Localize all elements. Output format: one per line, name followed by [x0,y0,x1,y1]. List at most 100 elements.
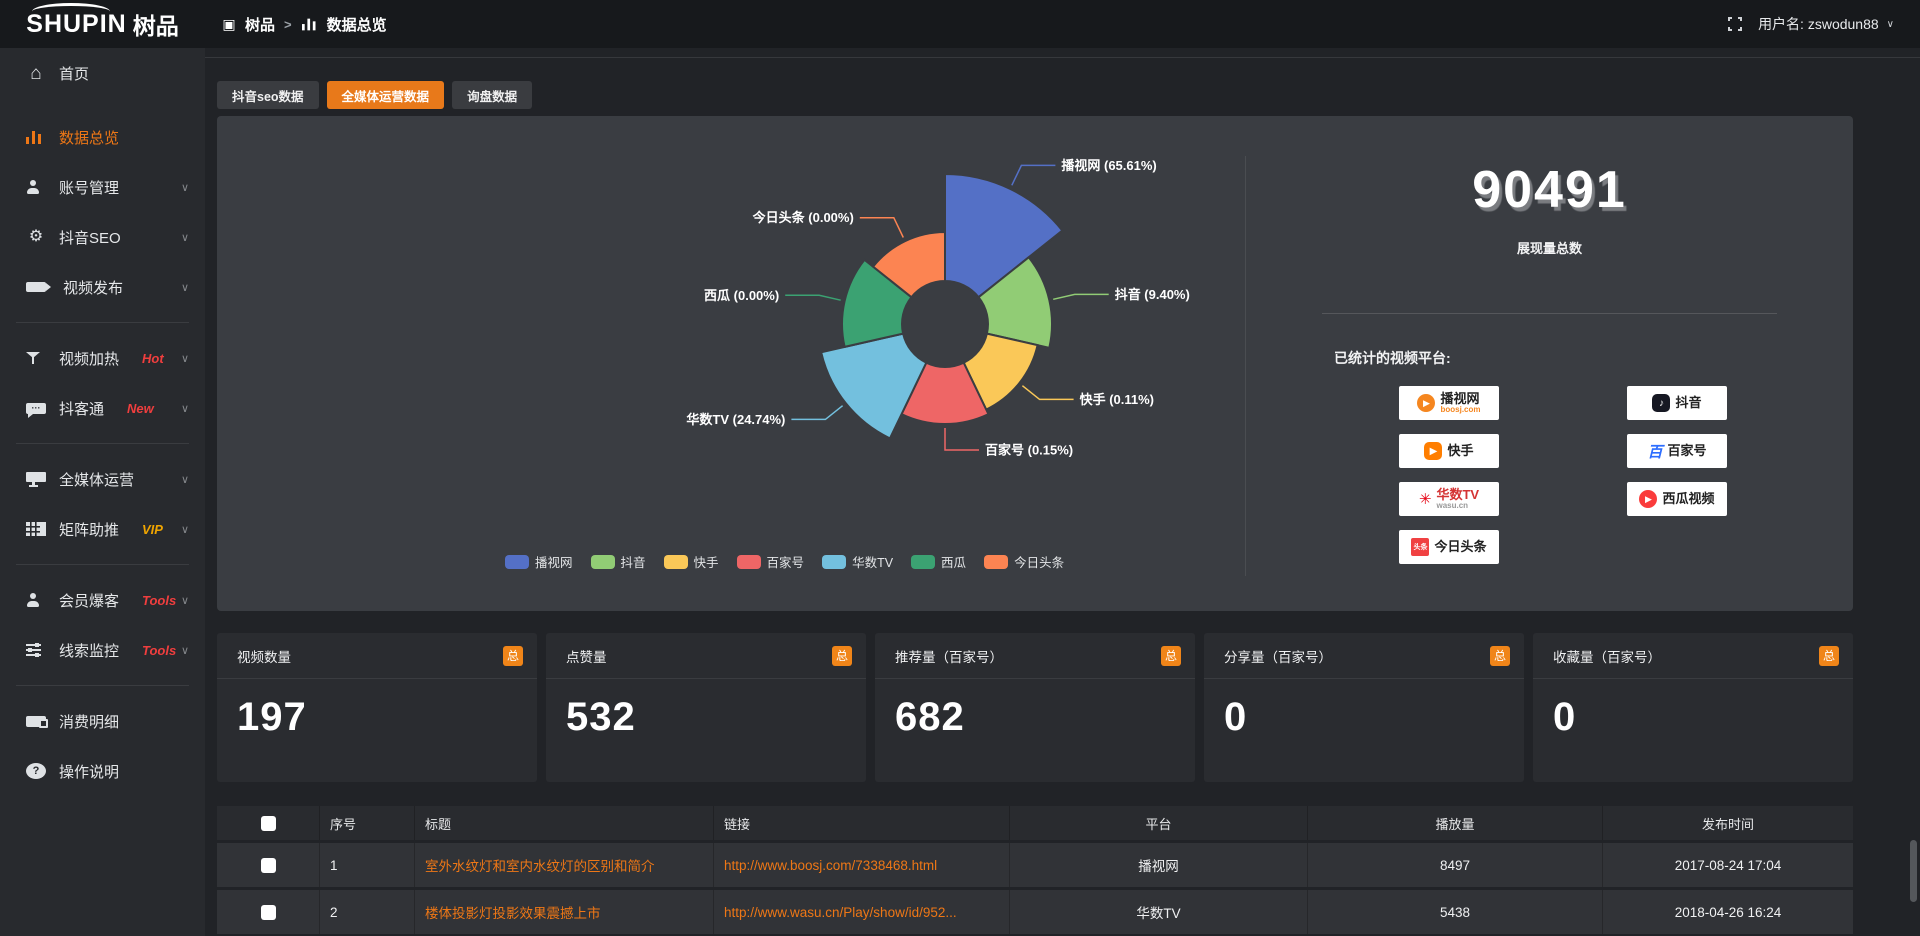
chevron-down-icon[interactable]: ∨ [180,181,189,194]
platform-badge-西瓜视频: ▶ 西瓜视频 [1627,482,1727,516]
chevron-down-icon[interactable]: ∨ [180,594,189,607]
sidebar-item-label: 线索监控 [59,642,120,660]
legend-item[interactable]: 今日头条 [984,552,1064,571]
sidebar-item-douyin-seo[interactable]: 抖音SEO ∨ [0,212,205,262]
breadcrumb-item-2[interactable]: 数据总览 [301,14,387,35]
header-cell-time: 发布时间 [1701,816,1754,832]
legend-chip [590,554,615,569]
total-badge: 总 [1161,645,1181,666]
legend-item[interactable]: 抖音 [590,552,646,571]
cell-platform: 华数TV [1010,890,1308,934]
legend-item[interactable]: 百家号 [736,552,804,571]
row-checkbox[interactable] [260,904,276,920]
person-icon [26,180,46,194]
sidebar-item-instructions[interactable]: 操作说明 [0,746,205,796]
stat-card-header: 推荐量（百家号） 总 [875,633,1195,679]
breadcrumb-item-1[interactable]: 树品 [219,14,275,35]
boosj-logo: ▶ [1417,394,1436,412]
legend-item[interactable]: 播视网 [505,552,573,571]
sidebar-item-tag: New [127,400,154,416]
chevron-down-icon[interactable]: ∨ [180,402,189,415]
tab-1[interactable]: 抖音seo数据 [217,81,319,109]
stat-card-title: 收藏量（百家号） [1553,649,1661,665]
header-cell-index: 序号 [320,806,415,840]
pie-slice[interactable] [841,258,913,349]
url-link[interactable]: http://www.boosj.com/7338468.html [724,857,938,873]
sidebar-item-data-overview[interactable]: 数据总览 [0,112,205,162]
sidebar-item-clue-monitor[interactable]: 线索监控 Tools ∨ [0,625,205,675]
stat-card: 分享量（百家号） 总 0 [1204,633,1524,782]
sidebar-item-label: 视频发布 [63,279,124,297]
label-leader-line [785,294,841,301]
chevron-down-icon[interactable]: ∨ [180,352,189,365]
xigua-logo: ▶ [1639,490,1658,508]
legend-label: 西瓜 [941,556,967,570]
data-table: 序号 标题 链接 平台 播放量 发布时间 1 室外水纹灯和室内水纹灯的区别和简介 http://… [217,806,1853,936]
label-leader-line [1021,385,1074,401]
cell-plays: 8497 [1308,843,1603,887]
sidebar-item-member-burst[interactable]: 会员爆客 Tools ∨ [0,575,205,625]
tab-2[interactable]: 全媒体运营数据 [326,81,445,109]
sidebar-divider [16,322,189,323]
sidebar-item-douketong[interactable]: 抖客通 New ∨ [0,383,205,433]
username-label[interactable]: 用户名: zswodun88 [1758,16,1879,32]
pie-slice[interactable] [820,332,928,440]
chevron-down-icon[interactable]: ∨ [180,644,189,657]
pie-slice[interactable] [977,255,1053,349]
pie-slice[interactable] [871,230,946,299]
label-leader-line [1011,164,1056,186]
cell-plays: 5438 [1308,890,1603,934]
chevron-down-icon[interactable]: ∨ [180,231,189,244]
pie-slice[interactable] [900,361,990,425]
total-badge: 总 [832,645,852,666]
sidebar-item-account-manage[interactable]: 账号管理 ∨ [0,162,205,212]
sidebar-item-home[interactable]: 首页 [0,48,205,98]
sliders-icon [26,643,46,657]
url-link[interactable]: http://www.wasu.cn/Play/show/id/952... [724,904,957,920]
header-divider [205,57,1920,58]
legend-item[interactable]: 西瓜 [911,552,966,571]
sidebar-item-video-publish[interactable]: 视频发布 ∨ [0,262,205,312]
fullscreen-icon[interactable] [1728,17,1743,31]
chevron-down-icon[interactable]: ∨ [1886,18,1894,30]
tab-3[interactable]: 询盘数据 [452,81,533,109]
label-leader-line [1053,293,1109,301]
breadcrumb-label: 数据总览 [326,16,387,34]
sidebar-item-consume-detail[interactable]: 消费明细 [0,696,205,746]
pie-label: 播视网 (65.61%) [1061,158,1156,173]
sidebar-divider [16,443,189,444]
header-cell-checkbox [217,806,320,840]
pie-slice[interactable] [944,172,1064,299]
sidebar-item-video-heat[interactable]: 视频加热 Hot ∨ [0,333,205,383]
impressions-total-label: 展现量总数 [1516,241,1582,256]
cell-link: http://www.wasu.cn/Play/show/id/952... [714,890,1010,934]
title-link[interactable]: 室外水纹灯和室内水纹灯的区别和简介 [425,859,655,874]
breadcrumb-separator: > [284,16,292,32]
header-cell-title: 标题 [415,806,714,840]
select-all-checkbox[interactable] [260,815,276,831]
stat-card: 视频数量 总 197 [217,633,537,782]
chevron-down-icon[interactable]: ∨ [180,281,189,294]
chevron-down-icon[interactable]: ∨ [180,473,189,486]
chevron-down-icon[interactable]: ∨ [180,523,189,536]
title-link[interactable]: 楼体投影灯投影效果震撼上市 [425,906,601,921]
row-checkbox[interactable] [260,857,276,873]
platform-name-wrap: 华数TV wasu.cn [1436,488,1479,511]
app-logo: SHUPIN 树品 [0,2,205,41]
platform-name: 西瓜视频 [1662,491,1715,507]
sidebar-item-media-operation[interactable]: 全媒体运营 ∨ [0,454,205,504]
platform-name: 百家号 [1667,443,1707,459]
legend-item[interactable]: 快手 [663,552,719,571]
impressions-total: 90491 [1472,161,1627,219]
sidebar-item-matrix-boost[interactable]: 矩阵助推 VIP ∨ [0,504,205,554]
sidebar-item-label: 会员爆客 [59,592,120,610]
legend-item[interactable]: 华数TV [822,552,893,571]
pie-label: 抖音 (9.40%) [1115,287,1190,302]
sidebar-item-label: 全媒体运营 [59,471,135,489]
scrollbar-thumb[interactable] [1910,840,1917,902]
legend-label: 今日头条 [1014,556,1065,570]
breadcrumb-label: 树品 [245,16,276,34]
stat-cards: 视频数量总 197 点赞量总 532 推荐量（百家号）总 682 分享量（百家号）总 0 收藏量… [217,633,1853,782]
legend-label: 抖音 [620,556,646,570]
pie-slice[interactable] [962,332,1039,411]
